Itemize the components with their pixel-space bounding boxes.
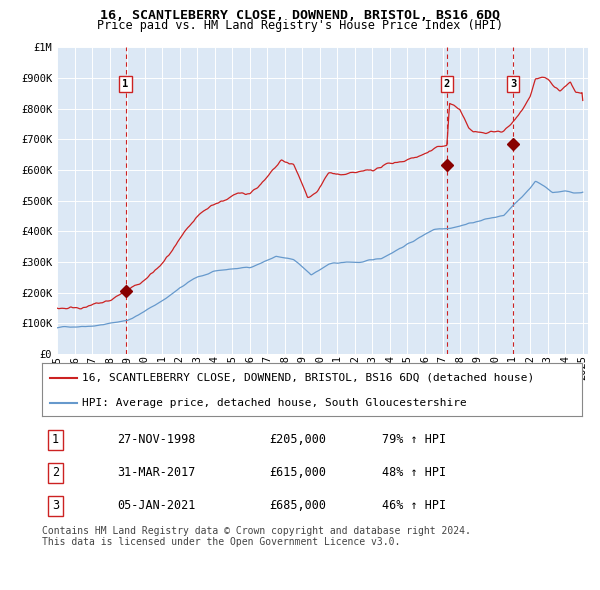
Text: 1: 1: [52, 433, 59, 446]
Text: 3: 3: [510, 79, 516, 89]
Text: 16, SCANTLEBERRY CLOSE, DOWNEND, BRISTOL, BS16 6DQ: 16, SCANTLEBERRY CLOSE, DOWNEND, BRISTOL…: [100, 9, 500, 22]
Text: Contains HM Land Registry data © Crown copyright and database right 2024.: Contains HM Land Registry data © Crown c…: [42, 526, 471, 536]
Text: 3: 3: [52, 499, 59, 512]
Text: 2: 2: [444, 79, 450, 89]
Text: 79% ↑ HPI: 79% ↑ HPI: [382, 433, 446, 446]
Text: 31-MAR-2017: 31-MAR-2017: [118, 466, 196, 479]
Text: 46% ↑ HPI: 46% ↑ HPI: [382, 499, 446, 512]
Text: 2: 2: [52, 466, 59, 479]
Text: £615,000: £615,000: [269, 466, 326, 479]
Text: 16, SCANTLEBERRY CLOSE, DOWNEND, BRISTOL, BS16 6DQ (detached house): 16, SCANTLEBERRY CLOSE, DOWNEND, BRISTOL…: [83, 373, 535, 383]
Text: £205,000: £205,000: [269, 433, 326, 446]
Text: 05-JAN-2021: 05-JAN-2021: [118, 499, 196, 512]
Text: HPI: Average price, detached house, South Gloucestershire: HPI: Average price, detached house, Sout…: [83, 398, 467, 408]
Text: 1: 1: [122, 79, 128, 89]
Text: Price paid vs. HM Land Registry's House Price Index (HPI): Price paid vs. HM Land Registry's House …: [97, 19, 503, 32]
Text: 27-NOV-1998: 27-NOV-1998: [118, 433, 196, 446]
Text: This data is licensed under the Open Government Licence v3.0.: This data is licensed under the Open Gov…: [42, 537, 400, 547]
Text: 48% ↑ HPI: 48% ↑ HPI: [382, 466, 446, 479]
Text: £685,000: £685,000: [269, 499, 326, 512]
